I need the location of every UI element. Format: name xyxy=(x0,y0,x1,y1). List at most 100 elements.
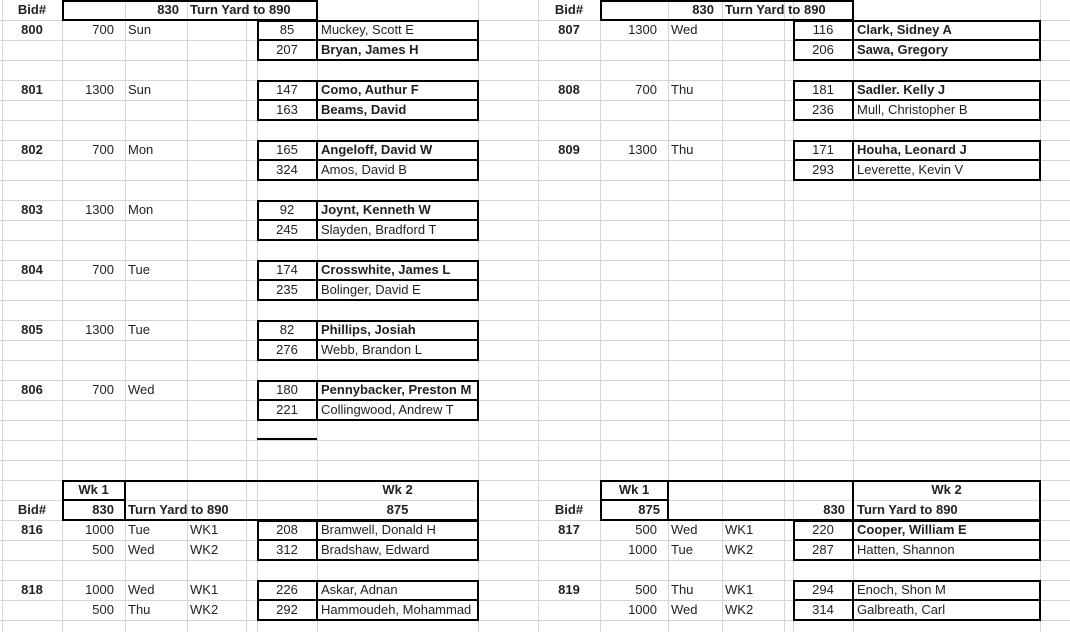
bid-number-cell[interactable]: 808 xyxy=(558,82,580,97)
time-cell[interactable]: 1300 xyxy=(628,22,657,37)
bid-number-cell[interactable]: 804 xyxy=(21,262,43,277)
employee-number-cell[interactable]: 294 xyxy=(812,582,834,597)
day-cell[interactable]: Thu xyxy=(128,602,151,617)
employee-number-cell[interactable]: 235 xyxy=(276,282,298,297)
bid-number-cell[interactable]: 819 xyxy=(558,582,580,597)
bid-number-cell[interactable]: 802 xyxy=(21,142,43,157)
employee-number-cell[interactable]: 208 xyxy=(276,522,298,537)
employee-name-cell[interactable]: Bolinger, David E xyxy=(321,282,421,297)
time-cell[interactable]: 1000 xyxy=(628,542,657,557)
week-label-cell[interactable]: WK2 xyxy=(725,602,754,617)
day-cell[interactable]: Thu xyxy=(671,142,694,157)
employee-number-cell[interactable]: 292 xyxy=(276,602,298,617)
day-cell[interactable]: Wed xyxy=(128,542,155,557)
day-cell[interactable]: Sun xyxy=(128,22,152,37)
employee-number-cell[interactable]: 236 xyxy=(812,102,834,117)
bid-number-cell[interactable]: 805 xyxy=(21,322,43,337)
time-cell[interactable]: 1000 xyxy=(85,582,114,597)
week-label-cell[interactable]: WK2 xyxy=(190,602,219,617)
employee-number-cell[interactable]: 147 xyxy=(276,82,298,97)
employee-number-cell[interactable]: 207 xyxy=(276,42,298,57)
employee-name-cell[interactable]: Hammoudeh, Mohammad xyxy=(321,602,472,617)
day-cell[interactable]: Tue xyxy=(671,542,693,557)
week-label-cell[interactable]: WK2 xyxy=(725,542,754,557)
employee-number-cell[interactable]: 206 xyxy=(812,42,834,57)
employee-name-cell[interactable]: Mull, Christopher B xyxy=(857,102,968,117)
day-cell[interactable]: Wed xyxy=(671,522,698,537)
employee-name-cell[interactable]: Como, Authur F xyxy=(321,82,419,97)
time-cell[interactable]: 1000 xyxy=(85,522,114,537)
employee-number-cell[interactable]: 165 xyxy=(276,142,298,157)
employee-name-cell[interactable]: Houha, Leonard J xyxy=(857,142,967,157)
time-cell[interactable]: 1000 xyxy=(628,602,657,617)
employee-name-cell[interactable]: Phillips, Josiah xyxy=(321,322,416,337)
employee-name-cell[interactable]: Muckey, Scott E xyxy=(321,22,414,37)
employee-name-cell[interactable]: Webb, Brandon L xyxy=(321,342,422,357)
employee-name-cell[interactable]: Crosswhite, James L xyxy=(321,262,451,277)
day-cell[interactable]: Mon xyxy=(128,202,154,217)
bid-number-cell[interactable]: 801 xyxy=(21,82,43,97)
employee-name-cell[interactable]: Angeloff, David W xyxy=(321,142,433,157)
employee-name-cell[interactable]: Slayden, Bradford T xyxy=(321,222,437,237)
employee-number-cell[interactable]: 314 xyxy=(812,602,834,617)
employee-number-cell[interactable]: 287 xyxy=(812,542,834,557)
bid-number-cell[interactable]: 800 xyxy=(21,22,43,37)
wk1-header[interactable]: Wk 1 xyxy=(618,482,650,497)
bid-number-cell[interactable]: 809 xyxy=(558,142,580,157)
employee-number-cell[interactable]: 220 xyxy=(812,522,834,537)
employee-number-cell[interactable]: 221 xyxy=(276,402,298,417)
employee-name-cell[interactable]: Leverette, Kevin V xyxy=(857,162,964,177)
time-cell[interactable]: 500 xyxy=(92,542,114,557)
employee-number-cell[interactable]: 82 xyxy=(279,322,295,337)
employee-name-cell[interactable]: Sawa, Gregory xyxy=(857,42,949,57)
employee-number-cell[interactable]: 163 xyxy=(276,102,298,117)
employee-number-cell[interactable]: 324 xyxy=(276,162,298,177)
bid-col-header[interactable]: Bid# xyxy=(554,2,584,17)
employee-number-cell[interactable]: 276 xyxy=(276,342,298,357)
bid-col-header[interactable]: Bid# xyxy=(17,502,47,517)
time-cell[interactable]: 500 xyxy=(635,582,657,597)
bid-number-cell[interactable]: 818 xyxy=(21,582,43,597)
employee-name-cell[interactable]: Amos, David B xyxy=(321,162,407,177)
day-cell[interactable]: Wed xyxy=(671,22,698,37)
employee-number-cell[interactable]: 171 xyxy=(812,142,834,157)
day-cell[interactable]: Mon xyxy=(128,142,154,157)
week-label-cell[interactable]: WK1 xyxy=(725,582,754,597)
wk1-header[interactable]: Wk 1 xyxy=(78,482,109,497)
week-label-cell[interactable]: WK2 xyxy=(190,542,219,557)
employee-name-cell[interactable]: Askar, Adnan xyxy=(321,582,398,597)
header-title-cell[interactable]: Turn Yard to 890 xyxy=(128,502,229,517)
time-cell[interactable]: 1300 xyxy=(85,322,114,337)
day-cell[interactable]: Wed xyxy=(128,382,155,397)
employee-name-cell[interactable]: Joynt, Kenneth W xyxy=(321,202,431,217)
time-cell[interactable]: 700 xyxy=(92,382,114,397)
employee-number-cell[interactable]: 293 xyxy=(812,162,834,177)
employee-number-cell[interactable]: 85 xyxy=(279,22,295,37)
week-label-cell[interactable]: WK1 xyxy=(190,522,219,537)
time-cell[interactable]: 700 xyxy=(92,262,114,277)
employee-number-cell[interactable]: 116 xyxy=(812,22,834,37)
employee-name-cell[interactable]: Bramwell, Donald H xyxy=(321,522,436,537)
header-title-cell[interactable]: Turn Yard to 890 xyxy=(725,2,826,17)
bid-number-cell[interactable]: 807 xyxy=(558,22,580,37)
day-cell[interactable]: Sun xyxy=(128,82,152,97)
header-code-cell[interactable]: 830 xyxy=(92,502,114,517)
header-title-cell[interactable]: Turn Yard to 890 xyxy=(857,502,958,517)
employee-name-cell[interactable]: Collingwood, Andrew T xyxy=(321,402,454,417)
employee-name-cell[interactable]: Bradshaw, Edward xyxy=(321,542,430,557)
wk2-header[interactable]: Wk 2 xyxy=(931,482,962,497)
day-cell[interactable]: Tue xyxy=(128,522,150,537)
day-cell[interactable]: Tue xyxy=(128,262,150,277)
time-cell[interactable]: 500 xyxy=(92,602,114,617)
employee-name-cell[interactable]: Galbreath, Carl xyxy=(857,602,946,617)
employee-name-cell[interactable]: Bryan, James H xyxy=(321,42,419,57)
day-cell[interactable]: Tue xyxy=(128,322,150,337)
day-cell[interactable]: Thu xyxy=(671,582,694,597)
wk-value-cell[interactable]: 875 xyxy=(386,502,409,517)
bid-number-cell[interactable]: 806 xyxy=(21,382,43,397)
employee-number-cell[interactable]: 226 xyxy=(276,582,298,597)
time-cell[interactable]: 700 xyxy=(92,142,114,157)
employee-name-cell[interactable]: Clark, Sidney A xyxy=(857,22,952,37)
header-code-cell[interactable]: 830 xyxy=(157,2,179,17)
day-cell[interactable]: Wed xyxy=(671,602,698,617)
